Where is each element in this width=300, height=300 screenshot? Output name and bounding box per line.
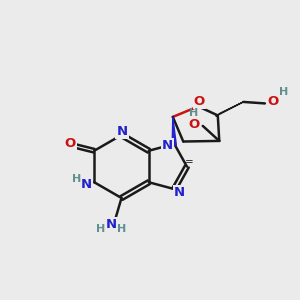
Text: O: O xyxy=(64,137,76,150)
Text: H: H xyxy=(117,224,126,235)
Text: H: H xyxy=(72,174,81,184)
Text: O: O xyxy=(268,95,279,108)
Text: =: = xyxy=(185,157,194,167)
Polygon shape xyxy=(216,102,243,116)
Text: N: N xyxy=(116,125,128,138)
Text: N: N xyxy=(106,218,117,231)
Text: H: H xyxy=(96,224,105,235)
Text: O: O xyxy=(194,94,205,107)
Text: N: N xyxy=(162,139,173,152)
Text: H: H xyxy=(279,87,288,97)
Text: N: N xyxy=(81,178,92,191)
Text: N: N xyxy=(174,186,185,199)
Polygon shape xyxy=(172,117,176,146)
Text: O: O xyxy=(189,118,200,131)
Text: H: H xyxy=(189,108,198,118)
